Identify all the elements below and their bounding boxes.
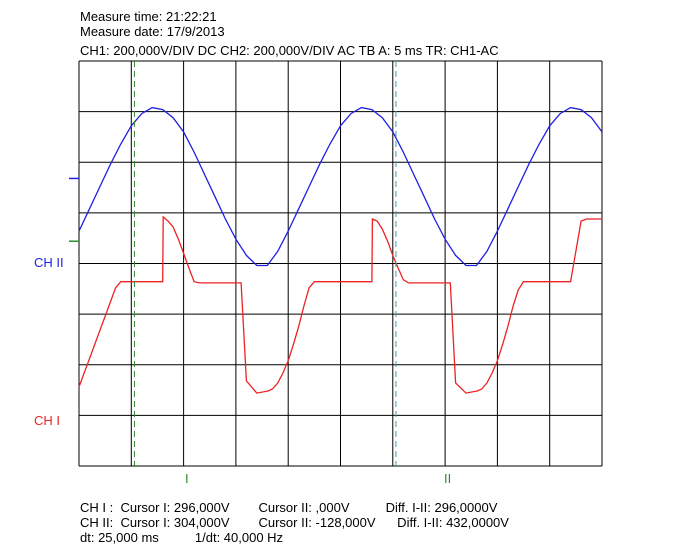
readout-row-1: CH I : Cursor I: 296,000V Cursor II: ,00…: [80, 500, 498, 515]
measure-date: Measure date: 17/9/2013: [80, 24, 225, 39]
cursor-2-label: II: [444, 471, 451, 486]
cursors: [133, 61, 397, 471]
readout-row-2: CH II: Cursor I: 304,000V Cursor II: -12…: [80, 515, 509, 530]
ch1-trace: [78, 215, 602, 394]
scope-grid: [78, 60, 603, 467]
ch2-trace: [78, 106, 603, 267]
cursor-1-label: I: [185, 471, 189, 486]
channel-settings: CH1: 200,000V/DIV DC CH2: 200,000V/DIV A…: [80, 43, 499, 58]
traces: [69, 106, 603, 394]
ch1-label: CH I: [34, 413, 60, 428]
readout-row-3: dt: 25,000 ms 1/dt: 40,000 Hz: [80, 530, 283, 545]
measure-time: Measure time: 21:22:21: [80, 9, 217, 24]
ch2-label: CH II: [34, 255, 64, 270]
